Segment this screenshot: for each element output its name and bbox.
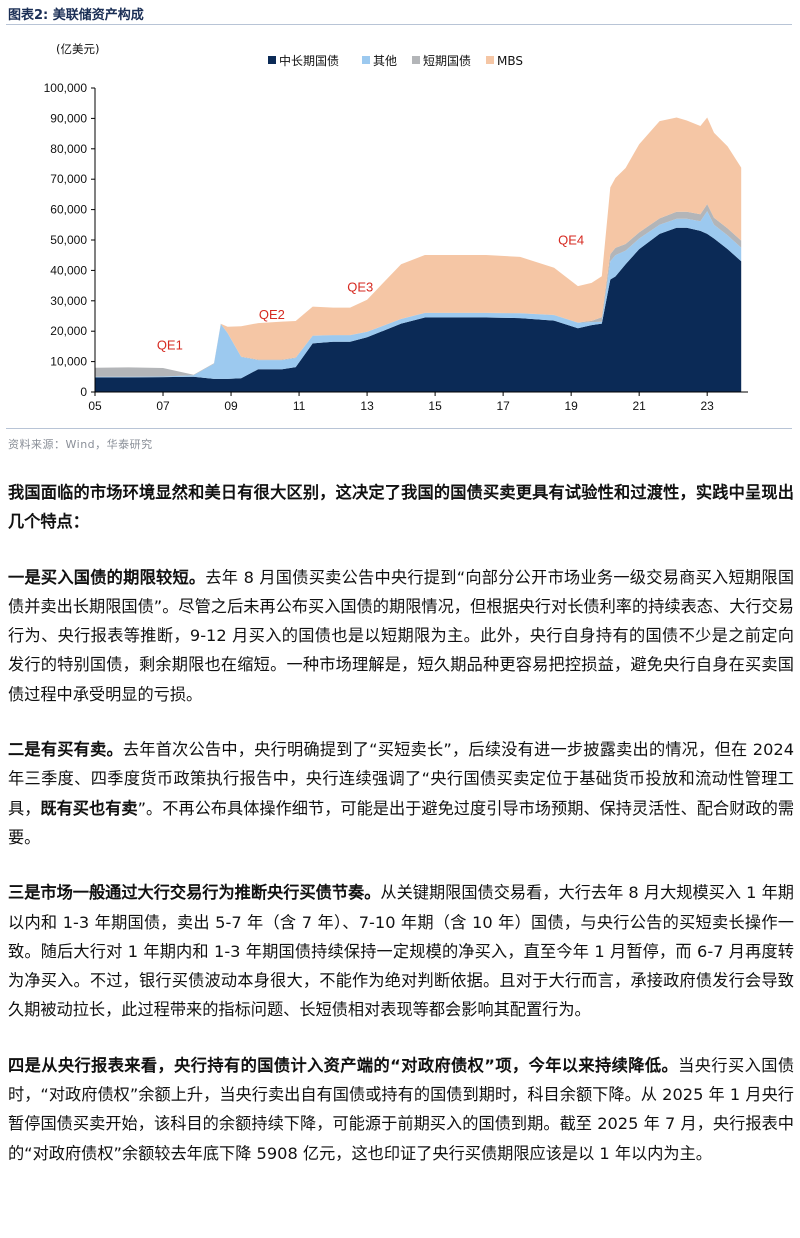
y-tick-label: 10,000 bbox=[50, 355, 87, 369]
x-tick-label: 13 bbox=[360, 399, 374, 413]
y-tick-label: 50,000 bbox=[50, 233, 87, 247]
area-series-3 bbox=[95, 117, 742, 375]
x-tick-label: 21 bbox=[632, 399, 646, 413]
figure-title: 图表2: 美联储资产构成 bbox=[8, 8, 144, 23]
x-tick-label: 17 bbox=[496, 399, 510, 413]
paragraph-3: 三是市场一般通过大行交易行为推断央行买债节奏。从关键期限国债交易看，大行去年 8… bbox=[8, 878, 794, 1024]
legend-swatch-0 bbox=[268, 56, 276, 64]
article-body: 我国面临的市场环境显然和美日有很大区别，这决定了我国的国债买卖更具有试验性和过渡… bbox=[8, 478, 794, 1194]
area-series-0 bbox=[95, 227, 742, 392]
bold-text: 我国面临的市场环境显然和美日有很大区别，这决定了我国的国债买卖更具有试验性和过渡… bbox=[8, 483, 794, 532]
y-tick-label: 60,000 bbox=[50, 203, 87, 217]
x-tick-label: 19 bbox=[564, 399, 578, 413]
legend-swatch-1 bbox=[362, 56, 370, 64]
annotation-qe-label: QE3 bbox=[347, 280, 373, 295]
paragraph-1: 一是买入国债的期限较短。去年 8 月国债买卖公告中央行提到“向部分公开市场业务一… bbox=[8, 563, 794, 709]
x-tick-label: 07 bbox=[156, 399, 170, 413]
x-tick-label: 15 bbox=[428, 399, 442, 413]
y-tick-label: 20,000 bbox=[50, 324, 87, 338]
paragraph-0: 我国面临的市场环境显然和美日有很大区别，这决定了我国的国债买卖更具有试验性和过渡… bbox=[8, 478, 794, 537]
x-tick-label: 05 bbox=[88, 399, 102, 413]
legend-label-1: 其他 bbox=[373, 54, 397, 68]
y-tick-label: 90,000 bbox=[50, 111, 87, 125]
legend-label-3: MBS bbox=[497, 54, 523, 68]
figure-top-rule bbox=[6, 24, 792, 25]
x-tick-label: 11 bbox=[293, 399, 306, 413]
bold-text: 四是从央行报表来看，央行持有的国债计入资产端的“对政府债权”项，今年以来持续降低… bbox=[8, 1055, 679, 1075]
bold-text: 三是市场一般通过大行交易行为推断央行买债节奏。 bbox=[8, 883, 381, 903]
legend-label-2: 短期国债 bbox=[423, 54, 471, 68]
legend-swatch-2 bbox=[412, 56, 420, 64]
text-run: 去年首次公告中，央行明确提到了“买短卖长”，后续没有进一步披露卖出的情况，但在 … bbox=[8, 740, 794, 818]
text-run: ”。不再公布具体操作细节，可能是出于避免过度引导市场预期、保持灵活性、配合财政的… bbox=[8, 798, 795, 847]
y-tick-label: 0 bbox=[80, 385, 87, 399]
text-run: 去年 8 月国债买卖公告中央行提到“向部分公开市场业务一级交易商买入短期限国债并… bbox=[8, 567, 795, 704]
bold-text: 一是买入国债的期限较短。 bbox=[8, 567, 206, 587]
y-tick-label: 80,000 bbox=[50, 142, 87, 156]
asset-composition-chart: 0 10,000 20,000 30,000 40,000 50,000 60,000 70,… bbox=[44, 42, 748, 413]
x-tick-label: 23 bbox=[701, 399, 715, 413]
legend-label-0: 中长期国债 bbox=[279, 53, 339, 68]
y-unit-label: (亿美元) bbox=[56, 42, 99, 56]
paragraph-2: 二是有买有卖。去年首次公告中，央行明确提到了“买短卖长”，后续没有进一步披露卖出… bbox=[8, 735, 794, 852]
text-run: 当央行买入国债时，“对政府债权”余额上升，当央行卖出自有国债或持有的国债到期时，… bbox=[8, 1055, 795, 1163]
legend-swatch-3 bbox=[486, 56, 494, 64]
y-tick-label: 40,000 bbox=[50, 263, 87, 277]
y-tick-label: 30,000 bbox=[50, 294, 87, 308]
text-run: 从关键期限国债交易看，大行去年 8 月大规模买入 1 年期以内和 1-3 年期国… bbox=[8, 883, 794, 1020]
bold-text: 二是有买有卖。 bbox=[8, 740, 123, 760]
paragraph-4: 四是从央行报表来看，央行持有的国债计入资产端的“对政府债权”项，今年以来持续降低… bbox=[8, 1051, 794, 1168]
bold-text: 既有买也有卖 bbox=[40, 798, 138, 818]
annotation-qe-label: QE4 bbox=[558, 233, 584, 248]
y-tick-label: 100,000 bbox=[44, 81, 88, 95]
figure-bottom-rule bbox=[6, 428, 792, 429]
source-note: 资料来源：Wind，华泰研究 bbox=[8, 438, 153, 451]
x-tick-label: 09 bbox=[224, 399, 238, 413]
annotation-qe-label: QE2 bbox=[259, 307, 285, 322]
annotation-qe-label: QE1 bbox=[157, 337, 183, 352]
y-tick-label: 70,000 bbox=[50, 172, 87, 186]
